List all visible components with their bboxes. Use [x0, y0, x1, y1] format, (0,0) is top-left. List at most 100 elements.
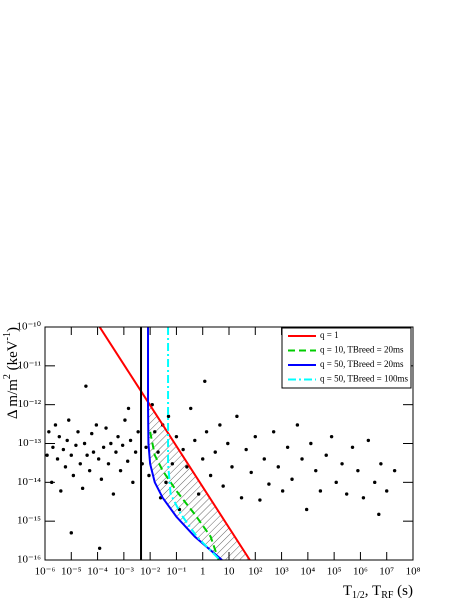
data-point: [106, 462, 111, 466]
curve: [167, 327, 221, 560]
data-point: [324, 453, 328, 457]
data-point: [208, 473, 213, 478]
y-tick-label: 10⁻¹¹: [18, 359, 41, 371]
data-point: [147, 473, 151, 478]
data-point: [101, 445, 106, 449]
data-point: [181, 447, 185, 452]
data-point: [304, 507, 309, 512]
data-point: [76, 430, 80, 434]
data-point: [392, 468, 397, 473]
data-point: [170, 462, 175, 466]
data-point: [350, 445, 355, 449]
data-point: [69, 531, 73, 535]
data-point: [249, 470, 253, 475]
data-point: [61, 447, 66, 452]
data-point: [45, 453, 49, 457]
data-point: [271, 430, 276, 434]
x-tick-label: 10⁻⁴: [87, 566, 108, 578]
data-point: [120, 443, 125, 447]
y-tick-label: 10⁻¹⁰: [16, 321, 41, 333]
data-point: [125, 459, 130, 463]
x-tick-label: 10⁷: [379, 566, 394, 578]
data-point: [356, 468, 360, 473]
data-point: [340, 462, 344, 466]
data-point: [253, 434, 257, 439]
data-point: [69, 453, 73, 457]
data-point: [379, 462, 383, 466]
data-point: [221, 484, 225, 488]
data-point: [118, 468, 123, 473]
data-point: [128, 438, 133, 443]
y-tick-label: 10⁻¹²: [18, 398, 42, 410]
data-point: [285, 445, 290, 449]
data-point: [230, 465, 234, 469]
data-point: [133, 450, 138, 454]
x-tick-label: 10⁻³: [114, 566, 135, 578]
data-point: [65, 438, 69, 443]
lines: [98, 327, 251, 560]
data-point: [385, 489, 389, 493]
x-title-part: , T: [365, 583, 381, 599]
curve: [98, 327, 251, 560]
data-point: [126, 406, 131, 411]
data-point: [99, 477, 104, 481]
data-point: [90, 431, 94, 436]
data-point: [290, 477, 294, 481]
data-point: [96, 457, 101, 461]
points: [45, 379, 397, 551]
data-point: [109, 441, 113, 446]
data-point: [309, 441, 313, 446]
y-tick-label: 10⁻¹⁶: [17, 554, 41, 566]
y-title-part: Δ m/m: [5, 379, 21, 419]
data-point: [235, 414, 239, 419]
data-point: [91, 450, 96, 454]
data-point: [193, 438, 197, 443]
y-tick-label: 10⁻¹³: [18, 437, 42, 449]
data-point: [213, 450, 217, 454]
data-point: [57, 434, 62, 439]
data-point: [55, 457, 60, 461]
data-point: [164, 480, 168, 485]
data-point: [136, 430, 140, 434]
legend: q = 1 q = 10, TBreed = 20ms q = 50, TBreed…: [281, 327, 412, 389]
data-point: [156, 450, 160, 454]
y-title-part: ): [5, 327, 21, 332]
legend-box: [281, 327, 412, 389]
data-point: [67, 418, 71, 422]
x-tick-label: 10⁻⁶: [35, 566, 56, 578]
x-axis-title: T1/2, TRF (s): [343, 583, 413, 601]
data-point: [258, 498, 262, 502]
data-point: [84, 384, 88, 388]
data-point: [329, 434, 334, 439]
data-point: [144, 445, 148, 449]
y-title-part: (keV: [5, 340, 21, 374]
data-point: [280, 489, 285, 493]
data-point: [334, 480, 338, 485]
data-point: [377, 512, 381, 517]
x-tick-label: 10⁶: [353, 566, 368, 578]
x-tick-label: 10³: [274, 566, 289, 578]
x-tick-label: 10⁸: [406, 566, 421, 578]
data-point: [87, 468, 92, 473]
x-tick-label: 10⁻⁵: [61, 566, 82, 578]
data-point: [314, 468, 318, 473]
data-point: [123, 418, 127, 422]
legend-label: q = 10, TBreed = 20ms: [320, 345, 404, 355]
y-axis-title: Δ m/m2 (keV-1): [2, 327, 21, 419]
data-point: [80, 486, 85, 491]
data-point: [196, 492, 201, 496]
data-point: [189, 406, 193, 411]
data-point: [59, 489, 63, 493]
x-tick-label: 10⁴: [300, 566, 315, 578]
legend-label: q = 1: [320, 330, 339, 340]
x-tick-label: 1: [200, 566, 206, 578]
data-point: [276, 465, 280, 469]
data-point: [239, 496, 244, 500]
x-title-part: T: [343, 583, 352, 599]
x-title-part: (s): [393, 583, 413, 599]
data-point: [201, 457, 205, 461]
y-tick-label: 10⁻¹⁴: [17, 476, 41, 488]
data-point: [74, 443, 78, 447]
data-point: [204, 430, 209, 434]
